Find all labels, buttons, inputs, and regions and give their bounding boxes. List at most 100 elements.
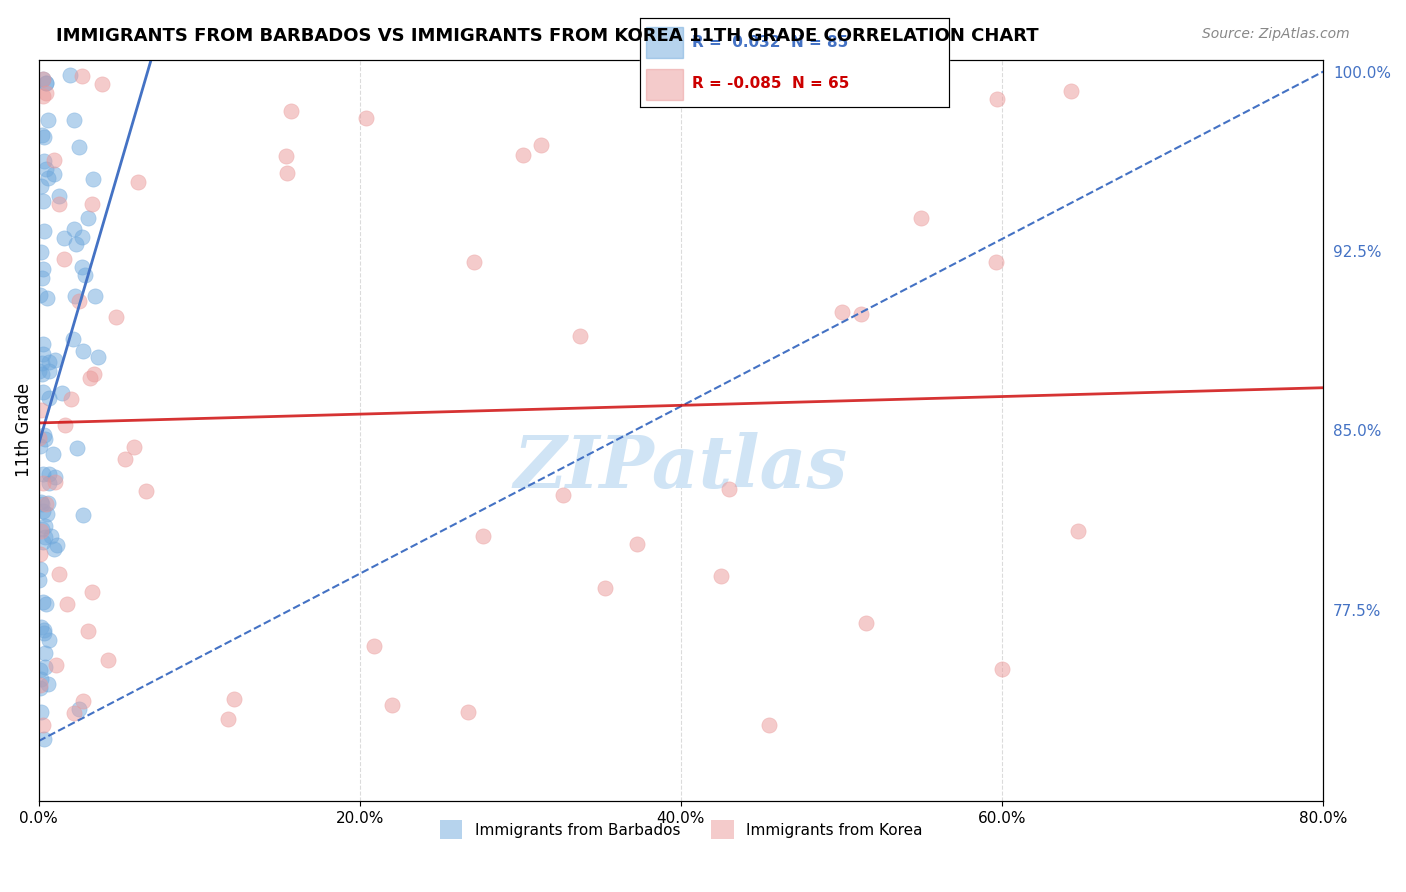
Point — [31, 128, 53, 142]
Point — [851, 306, 873, 320]
Point — [30, 495, 52, 509]
Point — [48, 197, 70, 211]
Point — [67, 294, 90, 309]
Point — [991, 662, 1014, 676]
Point — [38, 467, 60, 482]
Point — [551, 488, 574, 502]
Point — [42, 153, 65, 167]
Point — [80, 585, 103, 599]
Point — [32, 467, 55, 481]
Point — [28, 678, 51, 692]
Point — [35, 86, 58, 100]
Point — [63, 113, 86, 128]
Point — [717, 482, 740, 496]
Point — [72, 343, 94, 358]
Legend: Immigrants from Barbados, Immigrants from Korea: Immigrants from Barbados, Immigrants fro… — [433, 814, 928, 845]
Point — [84, 289, 107, 303]
Point — [31, 88, 53, 103]
Point — [457, 705, 479, 719]
Point — [31, 522, 53, 536]
Point — [31, 356, 53, 370]
Point — [37, 677, 59, 691]
Point — [986, 92, 1008, 106]
Point — [28, 547, 51, 561]
Point — [77, 624, 100, 639]
Point — [38, 476, 60, 491]
Point — [72, 69, 94, 83]
Point — [37, 496, 59, 510]
Point — [32, 262, 55, 277]
Point — [831, 305, 853, 319]
Point — [28, 573, 51, 587]
Point — [984, 255, 1007, 269]
Point — [569, 329, 592, 343]
Point — [52, 231, 75, 245]
Point — [72, 694, 94, 708]
Point — [530, 138, 553, 153]
Point — [44, 353, 66, 368]
Point — [59, 68, 82, 82]
Point — [90, 78, 112, 92]
Point — [65, 237, 87, 252]
Point — [32, 223, 55, 237]
Point — [44, 475, 66, 490]
Point — [32, 623, 55, 637]
Point — [35, 161, 58, 176]
Point — [709, 569, 731, 583]
Bar — [645, 27, 683, 58]
Point — [67, 701, 90, 715]
Point — [70, 229, 93, 244]
Point — [32, 718, 55, 732]
Point — [44, 542, 66, 557]
Point — [35, 508, 58, 522]
Point — [35, 76, 58, 90]
Point — [31, 271, 53, 285]
Point — [910, 211, 932, 225]
Point — [60, 392, 83, 406]
Point — [855, 615, 877, 630]
Point — [626, 537, 648, 551]
Point — [34, 433, 56, 447]
Point — [28, 439, 51, 453]
Point — [34, 427, 56, 442]
Point — [51, 386, 73, 401]
Point — [63, 222, 86, 236]
Text: Source: ZipAtlas.com: Source: ZipAtlas.com — [1202, 27, 1350, 41]
Point — [31, 475, 53, 490]
Point — [32, 347, 55, 361]
Point — [97, 653, 120, 667]
Point — [53, 252, 76, 266]
Text: IMMIGRANTS FROM BARBADOS VS IMMIGRANTS FROM KOREA 11TH GRADE CORRELATION CHART: IMMIGRANTS FROM BARBADOS VS IMMIGRANTS F… — [56, 27, 1039, 45]
Point — [30, 244, 52, 259]
Point — [127, 175, 149, 189]
Point — [280, 103, 302, 118]
Point — [122, 440, 145, 454]
Point — [31, 194, 53, 208]
Point — [593, 582, 616, 596]
Point — [65, 288, 87, 302]
Point — [463, 254, 485, 268]
Point — [35, 497, 58, 511]
Point — [32, 732, 55, 747]
Point — [30, 403, 52, 417]
Point — [35, 76, 58, 90]
Point — [30, 705, 52, 719]
Point — [38, 391, 60, 405]
Point — [53, 418, 76, 433]
Point — [38, 632, 60, 647]
Point — [34, 530, 56, 544]
Point — [83, 368, 105, 382]
Y-axis label: 11th Grade: 11th Grade — [15, 384, 32, 477]
Point — [63, 706, 86, 720]
Point — [114, 452, 136, 467]
Point — [30, 287, 52, 301]
Point — [82, 172, 104, 186]
Point — [32, 595, 55, 609]
Point — [45, 538, 67, 552]
Point — [1060, 84, 1083, 98]
Point — [55, 597, 77, 611]
Point — [31, 504, 53, 518]
Point — [276, 166, 298, 180]
Point — [104, 310, 127, 325]
Point — [62, 332, 84, 346]
